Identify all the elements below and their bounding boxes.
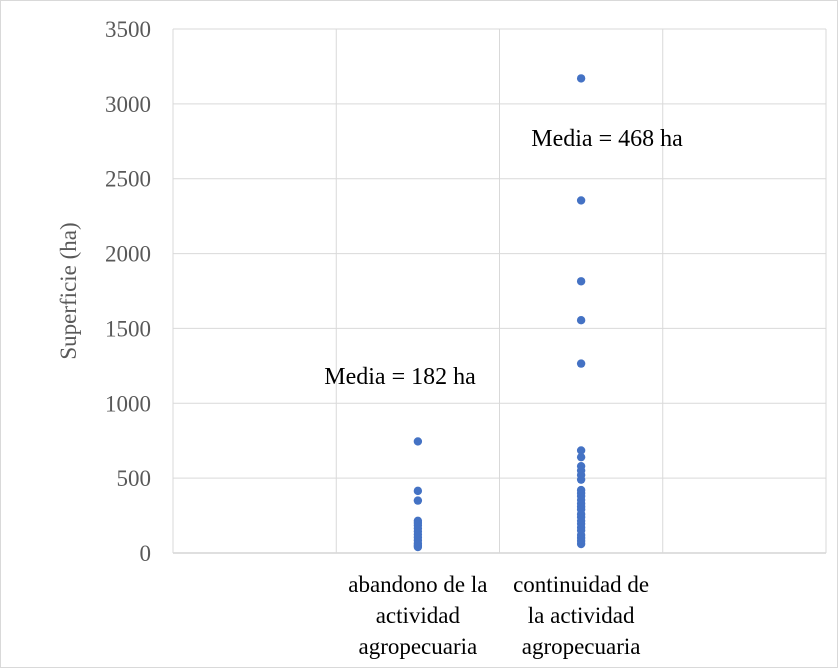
data-point [576, 277, 586, 286]
gridlines [172, 28, 827, 554]
y-axis-label: Superficie (ha) [56, 222, 81, 359]
y-tick-label: 3500 [105, 17, 151, 42]
annotations: Media = 182 ha Media = 468 ha [324, 126, 683, 390]
y-tick-label: 1000 [105, 391, 151, 416]
data-point [413, 437, 423, 446]
category-label-line: abandono de la [348, 572, 487, 597]
data-point [413, 486, 423, 496]
data-point [576, 452, 586, 462]
category-label-line: la actividad [528, 603, 635, 628]
data-point [413, 542, 423, 552]
category-label-line: agropecuaria [358, 634, 477, 659]
data-point [576, 446, 586, 455]
data-point [413, 496, 423, 505]
data-points [413, 74, 586, 552]
mean-annotation: Media = 182 ha [324, 364, 476, 390]
y-tick-labels: 0 500 1000 1500 2000 2500 3000 3500 [105, 17, 151, 566]
data-point [576, 359, 586, 368]
y-tick-label: 0 [140, 541, 152, 566]
data-point [576, 315, 586, 325]
y-tick-label: 1500 [105, 316, 151, 341]
category-label-line: actividad [376, 603, 461, 628]
y-tick-label: 500 [117, 466, 152, 491]
data-point [576, 74, 586, 83]
category-labels: abandono de la actividad agropecuaria conti… [348, 572, 649, 659]
category-label-line: agropecuaria [522, 634, 641, 659]
y-tick-label: 2000 [105, 242, 151, 267]
data-point [576, 539, 586, 549]
mean-annotation: Media = 468 ha [531, 126, 683, 152]
y-tick-label: 3000 [105, 92, 151, 117]
data-point [576, 196, 586, 205]
y-tick-label: 2500 [105, 167, 151, 192]
category-label-line: continuidad de [513, 572, 649, 597]
data-point [576, 475, 586, 484]
